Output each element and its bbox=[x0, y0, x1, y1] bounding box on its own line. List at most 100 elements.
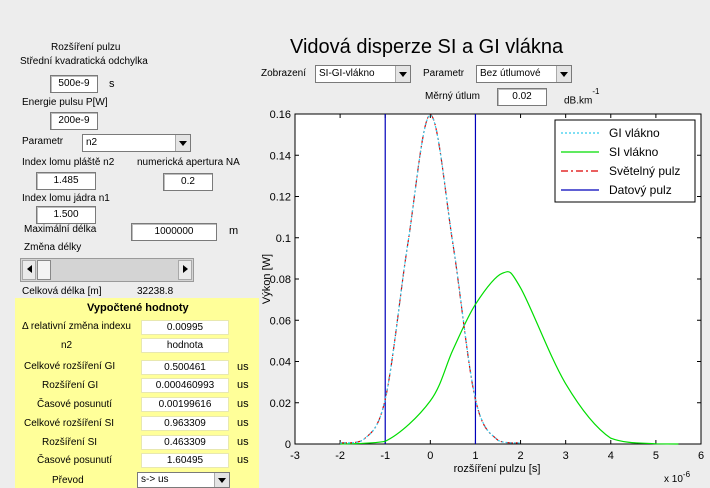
parameter-select-value: n2 bbox=[86, 137, 98, 148]
chevron-down-icon[interactable] bbox=[556, 66, 571, 82]
slider-right-button[interactable] bbox=[178, 260, 192, 280]
parameter-label: Parametr bbox=[22, 136, 64, 147]
x-tick-label: 3 bbox=[563, 450, 569, 462]
y-tick-label: 0.04 bbox=[270, 357, 291, 369]
result-label: Časové posunutí bbox=[37, 455, 113, 466]
pulse-width-input[interactable]: 500e-9 bbox=[50, 75, 98, 93]
display-select-value: SI-GI-vlákno bbox=[319, 68, 375, 79]
slider-thumb[interactable] bbox=[37, 260, 51, 280]
result-label: Rozšíření GI bbox=[42, 380, 99, 391]
result-label: Rozšíření SI bbox=[42, 437, 98, 448]
slider-left-button[interactable] bbox=[22, 260, 36, 280]
result-value: 0.963309 bbox=[141, 416, 229, 431]
x-multiplier-base: x 10 bbox=[664, 474, 683, 485]
max-length-unit: m bbox=[229, 225, 239, 237]
conversion-label: Převod bbox=[52, 475, 84, 486]
x-tick-label: -2 bbox=[335, 450, 345, 462]
max-length-input[interactable]: 1000000 bbox=[131, 223, 217, 241]
result-value: 0.463309 bbox=[141, 435, 229, 450]
results-panel: Vypočtené hodnoty Δ relativní změna inde… bbox=[15, 298, 259, 488]
x-axis-label: rozšíření pulzu [s] bbox=[454, 463, 541, 475]
result-value: hodnota bbox=[141, 338, 229, 353]
result-value: 0.00199616 bbox=[141, 397, 229, 412]
result-unit: us bbox=[237, 417, 249, 429]
attenuation-input[interactable]: 0.02 bbox=[497, 88, 547, 106]
result-value: 0.000460993 bbox=[141, 378, 229, 393]
param-select[interactable]: Bez útlumové bbox=[476, 65, 572, 83]
legend-label: Světelný pulz bbox=[609, 164, 680, 178]
pulse-width-title: Rozšíření pulzu bbox=[51, 42, 121, 53]
n2-input[interactable]: 1.485 bbox=[36, 172, 96, 190]
n1-label: Index lomu jádra n1 bbox=[22, 193, 110, 204]
result-unit: us bbox=[237, 454, 249, 466]
result-label: Δ relativní změna indexu bbox=[22, 321, 131, 332]
series-line bbox=[340, 271, 679, 445]
x-tick-label: 2 bbox=[517, 450, 523, 462]
y-tick-label: 0.1 bbox=[276, 233, 291, 245]
chevron-down-icon[interactable] bbox=[395, 66, 410, 82]
result-unit: us bbox=[237, 379, 249, 391]
na-label: numerická apertura NA bbox=[137, 157, 240, 168]
n1-input[interactable]: 1.500 bbox=[36, 206, 96, 224]
y-tick-label: 0.02 bbox=[270, 398, 291, 410]
result-value: 0.00995 bbox=[141, 320, 229, 335]
legend-label: SI vlákno bbox=[609, 145, 659, 159]
legend-label: Datový pulz bbox=[609, 183, 672, 197]
result-unit: us bbox=[237, 398, 249, 410]
x-tick-label: 0 bbox=[427, 450, 433, 462]
series-line bbox=[340, 114, 521, 444]
y-tick-label: 0 bbox=[285, 439, 291, 451]
n2-label: Index lomu pláště n2 bbox=[22, 157, 115, 168]
y-tick-label: 0.08 bbox=[270, 274, 291, 286]
y-tick-label: 0.12 bbox=[270, 192, 291, 204]
param-select-value: Bez útlumové bbox=[480, 68, 541, 79]
series-line bbox=[340, 114, 521, 444]
triangle-left-icon bbox=[26, 264, 32, 276]
param-label: Parametr bbox=[423, 68, 465, 79]
results-title: Vypočtené hodnoty bbox=[87, 302, 189, 314]
legend bbox=[554, 119, 696, 203]
triangle-right-icon bbox=[182, 264, 188, 276]
y-tick-label: 0.14 bbox=[270, 150, 291, 162]
attenuation-unit-exp: -1 bbox=[592, 87, 600, 96]
energy-input[interactable]: 200e-9 bbox=[50, 112, 98, 130]
std-dev-label: Střední kvadratická odchylka bbox=[20, 56, 148, 67]
chevron-down-icon[interactable] bbox=[175, 135, 190, 151]
y-tick-label: 0.16 bbox=[270, 109, 291, 121]
result-label: Celkové rozšíření SI bbox=[24, 418, 115, 429]
length-slider[interactable] bbox=[20, 258, 194, 282]
attenuation-label: Měrný útlum bbox=[425, 91, 481, 102]
pulse-width-unit: s bbox=[109, 78, 115, 90]
result-unit: us bbox=[237, 361, 249, 373]
display-select[interactable]: SI-GI-vlákno bbox=[315, 65, 411, 83]
attenuation-unit-text: dB.km bbox=[564, 95, 593, 107]
legend-label: GI vlákno bbox=[609, 126, 660, 140]
x-tick-label: 1 bbox=[472, 450, 478, 462]
parameter-select[interactable]: n2 bbox=[82, 134, 191, 152]
result-unit: us bbox=[237, 436, 249, 448]
display-label: Zobrazení bbox=[261, 68, 307, 79]
result-label: n2 bbox=[61, 340, 73, 351]
energy-label: Energie pulsu P[W] bbox=[22, 97, 108, 108]
na-input[interactable]: 0.2 bbox=[163, 173, 213, 191]
x-tick-label: 5 bbox=[653, 450, 659, 462]
x-tick-label: 4 bbox=[608, 450, 614, 462]
total-length-label: Celková délka [m] bbox=[22, 286, 102, 297]
x-tick-label: -3 bbox=[290, 450, 300, 462]
max-length-label: Maximální délka bbox=[24, 224, 97, 235]
result-value: 0.500461 bbox=[141, 360, 229, 375]
result-label: Celkové rozšíření GI bbox=[24, 361, 116, 372]
total-length-value: 32238.8 bbox=[137, 286, 174, 297]
x-tick-label: 6 bbox=[698, 450, 704, 462]
attenuation-unit: dB.km-1 bbox=[564, 87, 599, 107]
conversion-select-value: s-> us bbox=[141, 474, 169, 485]
chevron-down-icon[interactable] bbox=[214, 473, 229, 487]
result-value: 1.60495 bbox=[141, 453, 229, 468]
x-multiplier-exp: -6 bbox=[683, 470, 691, 479]
y-axis-label: Výkon [W] bbox=[261, 254, 273, 304]
length-change-label: Změna délky bbox=[24, 242, 82, 253]
result-label: Časové posunutí bbox=[37, 399, 113, 410]
page-title: Vidová disperze SI a GI vlákna bbox=[290, 36, 564, 58]
y-tick-label: 0.06 bbox=[270, 315, 291, 327]
